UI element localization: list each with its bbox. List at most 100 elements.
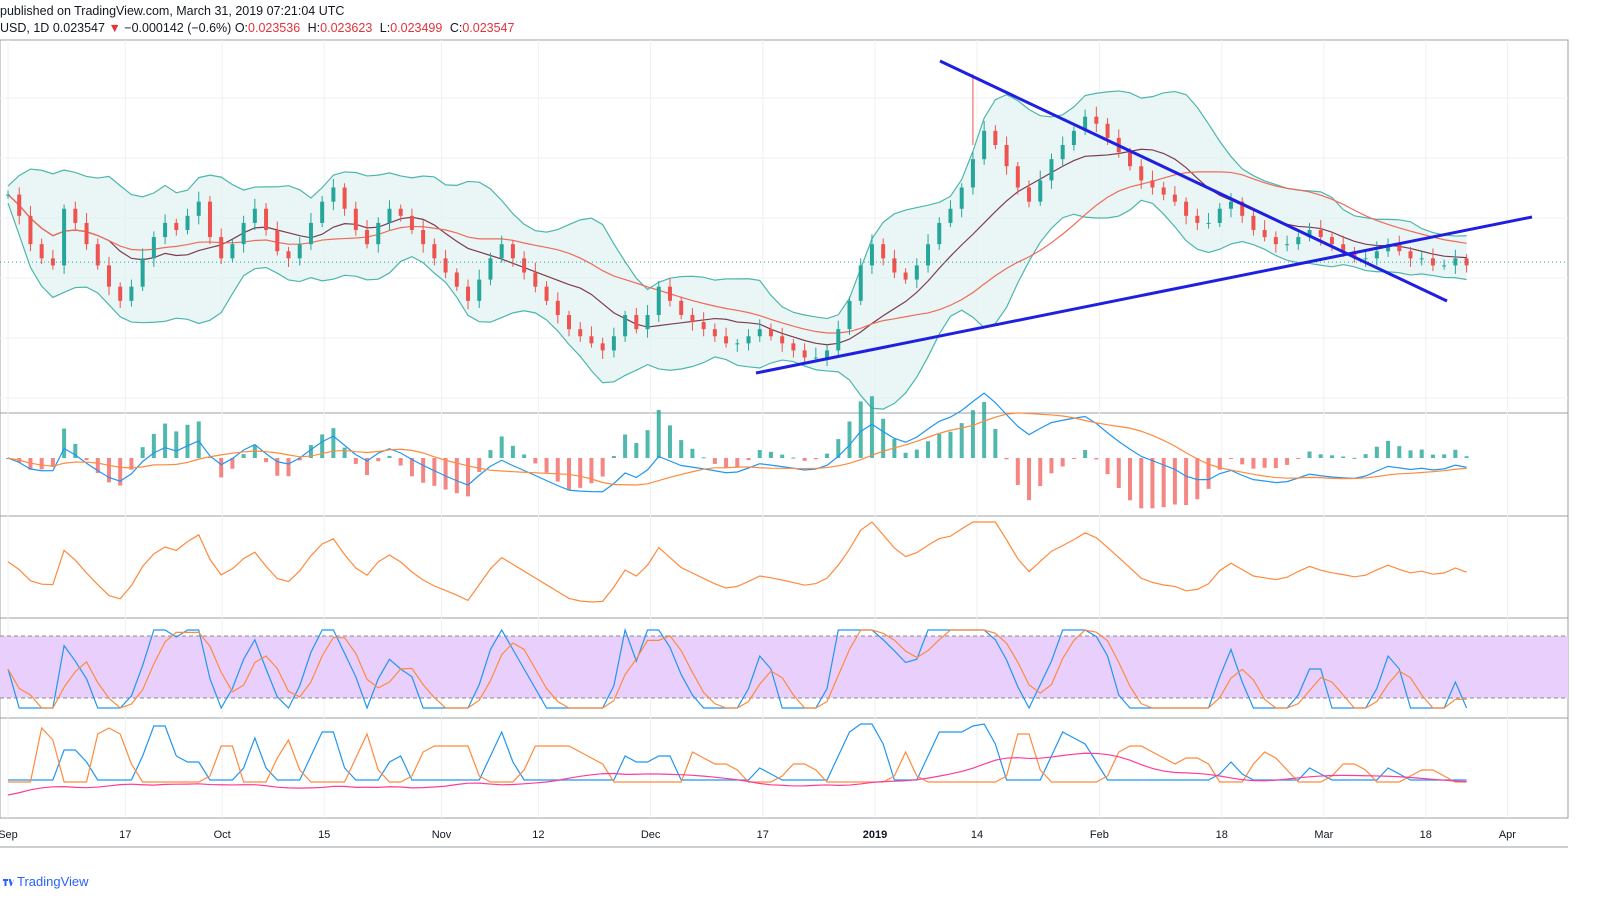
candle-body — [499, 244, 504, 259]
candle-body — [219, 237, 224, 259]
macd-histogram-bar — [1195, 458, 1200, 500]
bollinger-lower — [7, 199, 1467, 410]
candle-body — [1161, 187, 1166, 195]
candle-body — [1307, 230, 1312, 238]
macd-histogram-bar — [993, 428, 998, 458]
x-tick-label: 12 — [532, 829, 544, 841]
candle-body — [140, 258, 145, 287]
macd-histogram-bar — [813, 458, 818, 460]
macd-histogram-bar — [297, 458, 302, 461]
candle-body — [1038, 180, 1043, 202]
candle-body — [365, 230, 370, 245]
stoch-rsi-band — [0, 636, 1568, 698]
high-value: 0.023623 — [320, 21, 373, 35]
macd-histogram-bar — [578, 458, 583, 488]
macd-histogram-bar — [1408, 450, 1413, 458]
macd-histogram-bar — [95, 458, 100, 474]
macd-histogram-bar — [1172, 458, 1177, 505]
macd-histogram-bar — [39, 458, 44, 470]
candle-body — [297, 244, 302, 259]
macd-histogram-bar — [802, 458, 807, 461]
macd-histogram-bar — [690, 448, 695, 458]
macd-histogram-bar — [398, 458, 403, 466]
macd-histogram-bar — [1307, 451, 1312, 458]
x-tick-label: 18 — [1216, 829, 1228, 841]
candle-body — [39, 244, 44, 259]
candle-body — [1049, 159, 1054, 181]
macd-histogram-bar — [914, 449, 919, 458]
candle-body — [1352, 251, 1357, 259]
macd-histogram-bar — [62, 428, 67, 458]
candle-body — [477, 279, 482, 301]
candle-body — [1341, 244, 1346, 252]
macd-line — [7, 392, 1467, 493]
candle-body — [1262, 230, 1267, 238]
macd-histogram-bar — [1049, 458, 1054, 474]
macd-histogram-bar — [409, 458, 414, 477]
candle-body — [207, 201, 212, 238]
macd-histogram-bar — [589, 458, 594, 484]
macd-histogram-bar — [241, 454, 246, 458]
x-tick-label: 2019 — [863, 829, 887, 841]
macd-histogram-bar — [1206, 458, 1211, 489]
candle-body — [1296, 237, 1301, 245]
macd-histogram-bar — [1329, 455, 1334, 458]
candle-body — [95, 244, 100, 266]
macd-histogram-bar — [1094, 458, 1099, 460]
candle-body — [342, 187, 347, 209]
candle-body — [982, 130, 987, 160]
candle-body — [320, 201, 325, 223]
macd-histogram-bar — [1318, 454, 1323, 458]
macd-histogram-bar — [376, 458, 381, 462]
macd-histogram-bar — [926, 441, 931, 458]
candle-body — [1128, 152, 1132, 167]
macd-histogram-bar — [768, 451, 773, 458]
candle-body — [1251, 215, 1256, 230]
open-value: 0.023536 — [248, 21, 301, 35]
macd-histogram-bar — [634, 443, 639, 458]
minus-di-line — [8, 726, 1467, 783]
macd-histogram-bar — [1442, 454, 1447, 458]
macd-histogram-bar — [780, 454, 785, 458]
macd-histogram-bar — [869, 396, 874, 458]
macd-histogram-bar — [477, 458, 482, 472]
macd-histogram-bar — [825, 453, 830, 458]
macd-histogram-bar — [488, 450, 493, 458]
macd-histogram-bar — [84, 458, 89, 461]
macd-histogram-bar — [443, 458, 448, 490]
macd-histogram-bar — [757, 450, 762, 458]
macd-histogram-bar — [1116, 458, 1121, 488]
brand-footer[interactable]: TradingView — [2, 874, 89, 889]
candle-body — [466, 286, 471, 301]
candle-body — [387, 208, 392, 223]
macd-histogram-bar — [1464, 456, 1469, 458]
macd-histogram-bar — [679, 440, 684, 458]
macd-histogram-bar — [185, 424, 190, 458]
candle-body — [73, 208, 78, 223]
macd-histogram-bar — [230, 458, 235, 469]
macd-histogram-bar — [387, 455, 392, 458]
macd-histogram-bar — [645, 430, 650, 458]
open-label: O: — [234, 21, 249, 35]
candle-body — [768, 329, 773, 337]
candle-body — [286, 251, 291, 259]
bollinger-band-fill — [8, 90, 1467, 410]
candle-body — [1105, 123, 1110, 138]
macd-histogram-bar — [331, 428, 336, 458]
macd-histogram-bar — [970, 410, 975, 458]
candle-body — [118, 286, 123, 301]
last-price: 0.023547 — [52, 21, 105, 35]
macd-histogram-bar — [1128, 458, 1132, 501]
macd-histogram-bar — [510, 445, 515, 458]
candle-body — [196, 201, 201, 216]
macd-histogram-bar — [118, 458, 123, 486]
candle-body — [230, 244, 235, 259]
candle-body — [858, 265, 863, 301]
x-tick-label: Oct — [214, 829, 231, 841]
candle-body — [836, 329, 841, 351]
candle-body — [62, 208, 67, 266]
macd-histogram-bar — [1251, 458, 1256, 469]
bollinger-upper — [7, 90, 1467, 320]
candle-body — [1172, 194, 1177, 202]
